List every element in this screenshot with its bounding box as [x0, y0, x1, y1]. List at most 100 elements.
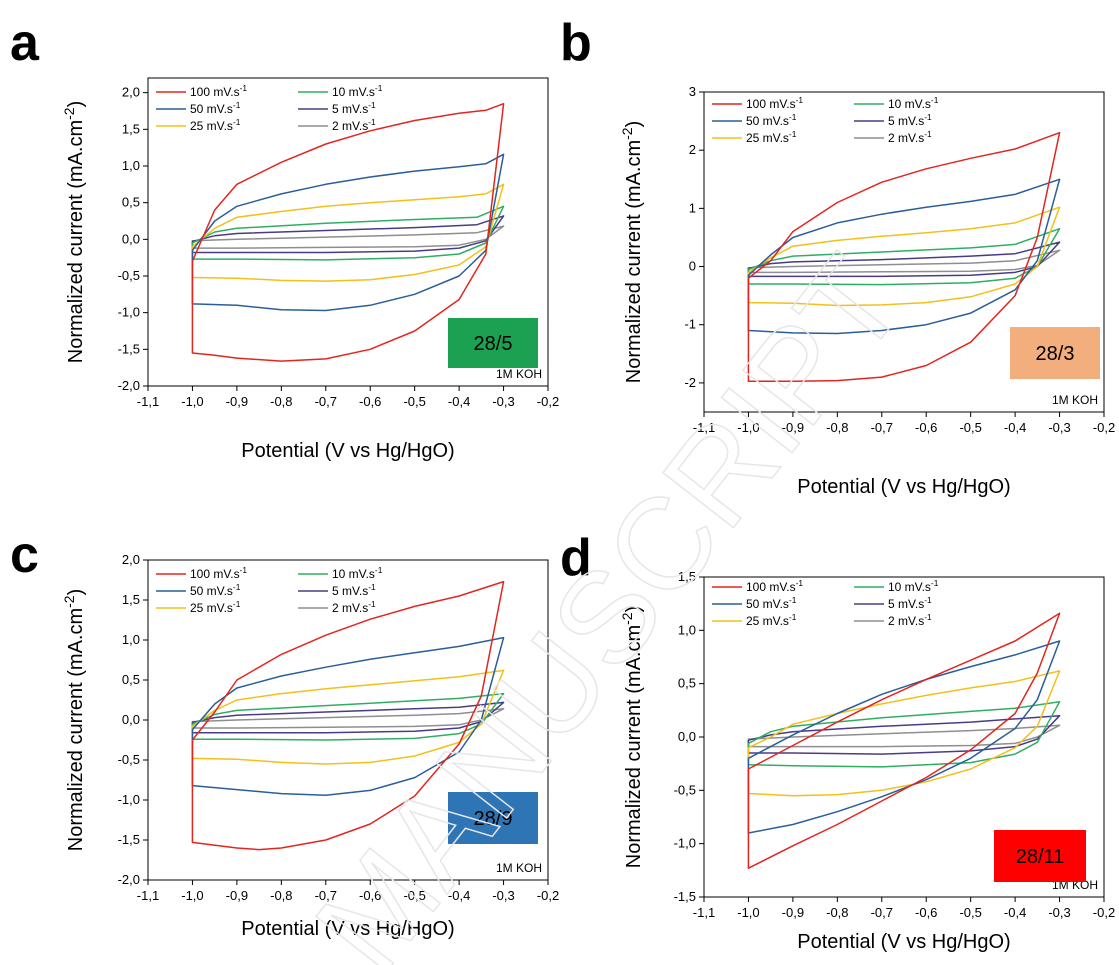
- panel-c: c -1,1 -1,0 -0,9 -0,8 -0,7 -0,6 -0,5 -0,4 -0,3 -0,…: [10, 526, 559, 940]
- x-tick-label: -0,8: [826, 420, 848, 435]
- panel-d: d -1,1 -1,0 -0,9 -0,8 -0,7 -0,6 -0,5 -0,4 -0,3 -0,…: [560, 529, 1115, 953]
- legend-label: 2 mV.s-1: [332, 117, 376, 133]
- composition-badge: [448, 792, 538, 844]
- x-tick-label: -0,9: [226, 888, 248, 903]
- y-tick-label: 0,0: [122, 231, 140, 246]
- x-tick-label: -0,5: [959, 905, 981, 920]
- legend: 100 mV.s-150 mV.s-125 mV.s-1 10 mV.s-15 m…: [156, 565, 383, 615]
- x-tick-label: -0,4: [448, 394, 470, 409]
- plot-frame: [147, 77, 549, 387]
- x-tick-label: -1,1: [693, 905, 715, 920]
- cv-curves: [747, 612, 1061, 869]
- series-line: [191, 701, 505, 734]
- legend-label: 25 mV.s-1: [190, 117, 241, 133]
- y-axis-title: Normalized current (mA.cm-2): [619, 121, 645, 384]
- x-tick-label: -0,7: [315, 394, 337, 409]
- x-tick-label: -0,5: [959, 420, 981, 435]
- x-axis-title: Potential (V vs Hg/HgO): [241, 440, 454, 462]
- panel-letter: c: [10, 526, 39, 584]
- series-line: [747, 206, 1061, 307]
- cv-curves: [191, 580, 505, 851]
- y-tick-label: 0,5: [122, 195, 140, 210]
- x-axis-title: Potential (V vs Hg/HgO): [241, 918, 454, 940]
- x-tick-label: -0,2: [1093, 905, 1115, 920]
- y-tick-label: 1,5: [122, 592, 140, 607]
- y-tick-label: -2,0: [118, 872, 140, 887]
- legend-label: 25 mV.s-1: [746, 612, 797, 628]
- x-tick-label: -0,4: [1004, 420, 1026, 435]
- series-line: [191, 153, 505, 312]
- y-tick-label: 2,0: [122, 552, 140, 567]
- y-axis-title: Normalized current (mA.cm-2): [61, 589, 87, 852]
- panel-letter: b: [560, 14, 592, 72]
- x-tick-label: -1,1: [137, 888, 159, 903]
- series-line: [747, 640, 1061, 834]
- y-tick-label: 0,0: [122, 712, 140, 727]
- series-line: [191, 183, 505, 282]
- legend: 100 mV.s-150 mV.s-125 mV.s-1 10 mV.s-15 m…: [712, 578, 939, 628]
- series-line: [191, 669, 505, 765]
- x-tick-label: -0,9: [782, 905, 804, 920]
- x-tick-label: -1,0: [181, 888, 203, 903]
- legend-label: 10 mV.s-1: [332, 83, 383, 99]
- panel-b: b -1,1 -1,0 -0,9 -0,8 -0,7 -0,6 -0,5 -0,4 -0,3 -0,…: [560, 14, 1115, 498]
- electrolyte-label: 1M KOH: [1052, 393, 1098, 407]
- y-tick-label: -0,5: [674, 782, 696, 797]
- composition-badge: [1010, 327, 1100, 379]
- series-line: [747, 724, 1061, 748]
- legend-label: 50 mV.s-1: [746, 595, 797, 611]
- x-tick-label: -0,6: [915, 905, 937, 920]
- series-line: [191, 225, 505, 249]
- legend: 100 mV.s-150 mV.s-125 mV.s-1 10 mV.s-15 m…: [156, 83, 383, 133]
- y-tick-label: -1,5: [674, 889, 696, 904]
- composition-badge: [994, 830, 1086, 882]
- x-tick-label: -0,3: [492, 888, 514, 903]
- composition-badge-label: 28/9: [474, 808, 513, 830]
- legend-label: 10 mV.s-1: [888, 578, 939, 594]
- y-tick-label: 1: [689, 200, 696, 215]
- series-line: [191, 692, 505, 741]
- y-tick-label: 2,0: [122, 85, 140, 100]
- series-line: [747, 241, 1061, 278]
- series-line: [747, 131, 1061, 382]
- x-tick-label: -0,7: [871, 905, 893, 920]
- y-tick-label: -1: [684, 317, 696, 332]
- composition-badge: [448, 318, 538, 368]
- y-tick-label: -0,5: [118, 268, 140, 283]
- x-tick-label: -0,7: [315, 888, 337, 903]
- y-axis-title: Normalized current (mA.cm-2): [619, 606, 645, 869]
- cv-curves: [191, 102, 505, 362]
- y-tick-label: -1,5: [118, 832, 140, 847]
- plot-frame: [703, 91, 1105, 413]
- series-line: [191, 636, 505, 796]
- y-tick-label: 0,0: [678, 729, 696, 744]
- series-line: [191, 102, 505, 362]
- y-tick-label: -0,5: [118, 752, 140, 767]
- x-tick-label: -0,3: [492, 394, 514, 409]
- y-tick-label: 0,5: [122, 672, 140, 687]
- x-tick-label: -1,0: [181, 394, 203, 409]
- legend-label: 100 mV.s-1: [746, 95, 803, 111]
- y-tick-label: 1,0: [122, 158, 140, 173]
- legend-label: 5 mV.s-1: [888, 112, 932, 128]
- x-tick-label: -0,3: [1048, 420, 1070, 435]
- legend-label: 5 mV.s-1: [332, 100, 376, 116]
- x-tick-label: -0,4: [448, 888, 470, 903]
- legend-label: 5 mV.s-1: [332, 582, 376, 598]
- y-tick-label: 1,5: [678, 569, 696, 584]
- legend-label: 50 mV.s-1: [190, 582, 241, 598]
- x-tick-label: -0,4: [1004, 905, 1026, 920]
- series-line: [747, 701, 1061, 768]
- legend-label: 2 mV.s-1: [332, 599, 376, 615]
- y-tick-label: -2: [684, 375, 696, 390]
- y-tick-label: 0,5: [678, 676, 696, 691]
- x-tick-label: -1,0: [737, 420, 759, 435]
- series-line: [747, 670, 1061, 797]
- panel-letter: d: [560, 529, 592, 587]
- legend-label: 2 mV.s-1: [888, 612, 932, 628]
- series-line: [191, 205, 505, 261]
- composition-badge-label: 28/3: [1036, 343, 1075, 365]
- series-line: [747, 227, 1061, 286]
- x-tick-label: -1,1: [693, 420, 715, 435]
- y-tick-label: -1,0: [118, 305, 140, 320]
